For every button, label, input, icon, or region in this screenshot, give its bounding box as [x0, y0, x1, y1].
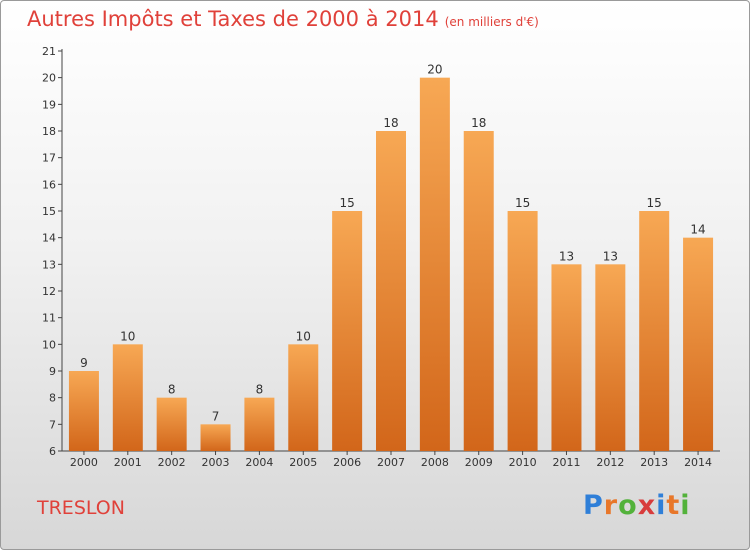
chart-title-text: Autres Impôts et Taxes de 2000 à 2014 — [27, 7, 439, 31]
bar-value-label: 10 — [120, 329, 135, 343]
x-tick-label: 2014 — [684, 456, 712, 469]
logo-letter: i — [656, 490, 667, 521]
y-tick-label: 6 — [49, 445, 56, 458]
x-tick-label: 2005 — [289, 456, 317, 469]
bar-value-label: 18 — [383, 116, 398, 130]
x-tick-label: 2010 — [509, 456, 537, 469]
bar — [639, 211, 670, 451]
y-tick-label: 11 — [42, 312, 56, 325]
logo-letter: i — [680, 490, 691, 521]
bar-value-label: 10 — [296, 329, 311, 343]
x-tick-label: 2012 — [596, 456, 624, 469]
y-tick-label: 19 — [42, 98, 56, 111]
bar — [595, 264, 626, 451]
bar-value-label: 15 — [515, 196, 530, 210]
x-tick-label: 2006 — [333, 456, 361, 469]
proxiti-logo[interactable]: Proxiti — [583, 490, 691, 521]
x-tick-label: 2000 — [70, 456, 98, 469]
bar — [288, 344, 319, 451]
bar — [68, 371, 99, 451]
bar-value-label: 7 — [212, 409, 220, 423]
y-tick-label: 20 — [42, 72, 56, 85]
y-tick-label: 13 — [42, 258, 56, 271]
bar-value-label: 18 — [471, 116, 486, 130]
logo-letter: r — [603, 490, 619, 521]
y-tick-label: 16 — [42, 178, 56, 191]
bar — [244, 397, 275, 451]
y-tick-label: 18 — [42, 125, 56, 138]
chart-bars: 9 10 8 7 8 10 15 18 20 18 15 13 13 15 14 — [68, 63, 714, 452]
x-tick-label: 2001 — [114, 456, 142, 469]
bar — [507, 211, 538, 451]
x-tick-label: 2009 — [465, 456, 493, 469]
y-tick-label: 10 — [42, 338, 56, 351]
y-tick-label: 7 — [49, 418, 56, 431]
y-tick-label: 8 — [49, 392, 56, 405]
y-tick-label: 9 — [49, 365, 56, 378]
x-tick-label: 2013 — [640, 456, 668, 469]
bar — [376, 131, 406, 451]
bar-value-label: 13 — [559, 249, 574, 263]
chart-subtitle: (en milliers d'€) — [444, 15, 539, 29]
bar-value-label: 14 — [690, 223, 705, 237]
bar — [156, 397, 187, 451]
y-tick-label: 12 — [42, 285, 56, 298]
y-tick-label: 14 — [42, 232, 56, 245]
bar — [463, 131, 494, 451]
x-tick-label: 2002 — [158, 456, 186, 469]
bar-value-label: 9 — [80, 356, 88, 370]
y-tick-label: 17 — [42, 152, 56, 165]
bar-value-label: 15 — [339, 196, 354, 210]
bar-value-label: 13 — [603, 249, 618, 263]
logo-letter: o — [618, 490, 638, 521]
bar — [419, 77, 450, 452]
logo-letter: t — [666, 490, 681, 521]
commune-name: TRESLON — [37, 497, 125, 519]
x-tick-label: 2004 — [245, 456, 273, 469]
y-tick-label: 21 — [42, 45, 56, 58]
bar-value-label: 8 — [256, 383, 264, 397]
x-tick-label: 2003 — [202, 456, 230, 469]
bar-value-label: 20 — [427, 63, 442, 77]
bar — [200, 424, 231, 451]
bar — [683, 237, 714, 451]
x-tick-label: 2008 — [421, 456, 449, 469]
logo-letter: P — [583, 490, 604, 521]
chart-title: Autres Impôts et Taxes de 2000 à 2014 (en… — [27, 7, 539, 31]
bar-value-label: 15 — [647, 196, 662, 210]
bar — [112, 344, 143, 451]
chart-axes: 6 7 8 9 10 11 12 13 14 15 16 17 18 19 20 21 2000 2001 2002… — [42, 45, 720, 469]
x-tick-label: 2007 — [377, 456, 405, 469]
x-tick-label: 2011 — [552, 456, 580, 469]
y-tick-label: 15 — [42, 205, 56, 218]
bar — [551, 264, 582, 451]
logo-letter: x — [637, 490, 657, 521]
bar-value-label: 8 — [168, 383, 176, 397]
bar — [332, 211, 363, 451]
